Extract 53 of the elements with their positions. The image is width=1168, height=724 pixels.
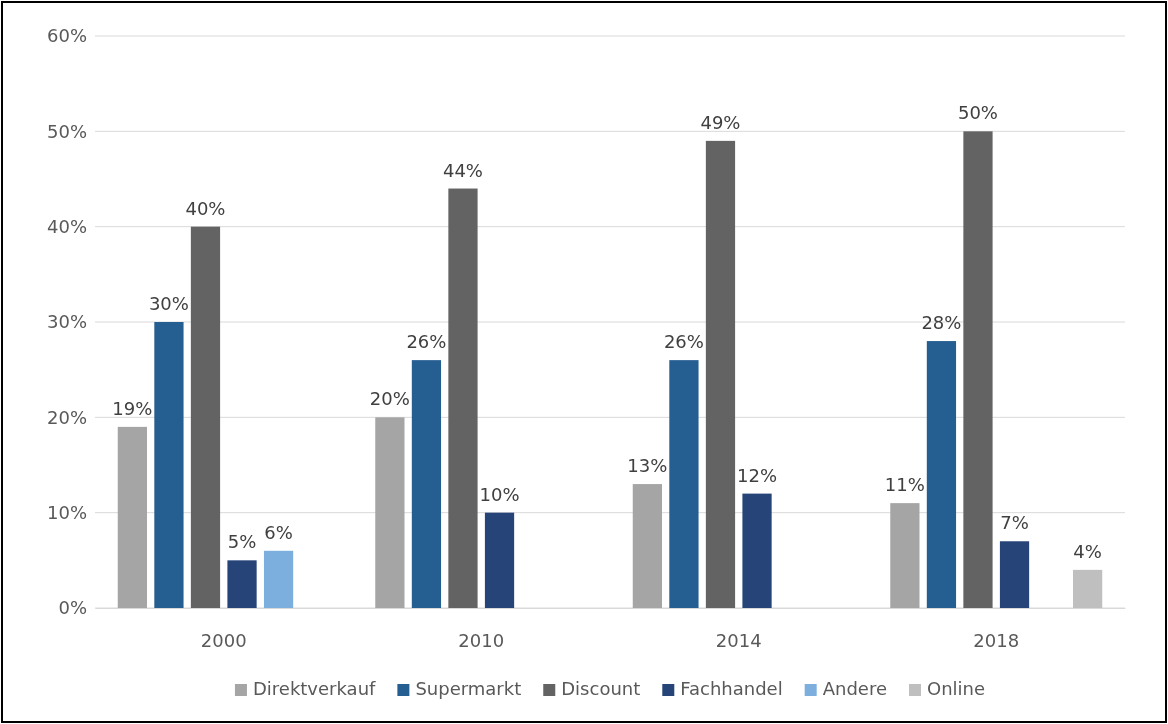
bar (632, 484, 662, 608)
data-label: 11% (884, 474, 925, 496)
data-label: 19% (112, 397, 153, 419)
data-label: 40% (185, 197, 226, 219)
bar (1073, 569, 1103, 608)
bar (263, 550, 294, 608)
data-label: 49% (700, 111, 741, 133)
x-tick-label: 2018 (973, 629, 1020, 651)
bar (890, 503, 920, 608)
bar (448, 188, 478, 608)
data-label: 28% (921, 312, 962, 334)
data-label: 10% (479, 483, 520, 505)
data-label: 5% (227, 531, 257, 553)
data-label: 12% (737, 464, 778, 486)
bar (669, 360, 699, 608)
y-tick-label: 50% (46, 120, 87, 142)
legend-label: Fachhandel (680, 678, 783, 699)
x-tick-label: 2010 (458, 629, 505, 651)
x-tick-label: 2000 (200, 629, 247, 651)
bar (963, 131, 993, 608)
data-label: 4% (1073, 540, 1102, 562)
data-label: 20% (369, 388, 410, 410)
data-label: 13% (627, 455, 668, 477)
bar (154, 322, 184, 608)
bar (227, 560, 257, 608)
y-tick-label: 10% (46, 501, 87, 523)
data-label: 26% (406, 331, 447, 353)
bar (375, 417, 405, 608)
data-label: 50% (957, 102, 998, 124)
legend-label: Direktverkauf (252, 678, 377, 699)
legend-label: Discount (561, 678, 641, 699)
y-tick-label: 0% (58, 597, 87, 619)
data-label: 7% (1000, 512, 1029, 534)
y-tick-label: 20% (46, 406, 87, 428)
bar (705, 140, 736, 608)
data-label: 30% (148, 293, 189, 314)
data-label: 44% (442, 159, 483, 181)
y-tick-label: 40% (46, 215, 87, 237)
data-label: 26% (663, 331, 704, 353)
legend-label: Supermarkt (415, 678, 522, 699)
legend-label: Online (926, 678, 986, 699)
bar (926, 341, 957, 608)
bar (742, 493, 772, 608)
x-tick-label: 2014 (715, 629, 762, 651)
data-label: 6% (264, 521, 293, 543)
y-tick-label: 30% (46, 311, 87, 333)
legend-label: Andere (822, 678, 887, 699)
bar (999, 541, 1030, 608)
bar (117, 426, 147, 608)
bar (484, 512, 515, 608)
bar (411, 360, 442, 608)
bar (190, 226, 221, 608)
y-tick-label: 60% (46, 25, 87, 47)
